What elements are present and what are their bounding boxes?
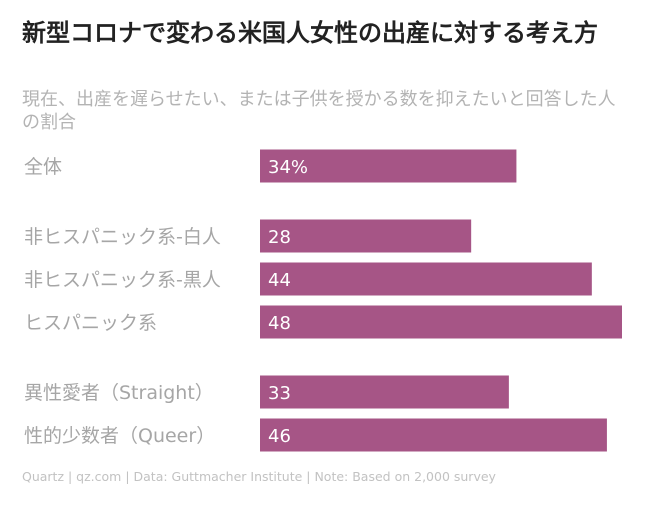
bar-value-label: 48 (268, 313, 291, 334)
category-label: 非ヒスパニック系-黒人 (24, 269, 221, 291)
category-label: 性的少数者（Queer） (24, 425, 215, 447)
bar-value-label: 28 (268, 227, 291, 248)
category-label: ヒスパニック系 (24, 312, 157, 334)
bar-value-label: 46 (268, 426, 291, 447)
bar-value-label: 44 (268, 270, 291, 291)
bar (260, 149, 517, 183)
category-label: 非ヒスパニック系-白人 (24, 226, 221, 248)
source-note: Quartz | qz.com | Data: Guttmacher Insti… (22, 469, 496, 484)
bar-value-label: 33 (268, 383, 291, 404)
bar (260, 305, 622, 339)
bar-value-label: 34% (268, 157, 308, 178)
category-label: 全体 (24, 156, 62, 178)
chart-title: 新型コロナで変わる米国人女性の出産に対する考え方 (22, 19, 598, 47)
bar (260, 375, 509, 409)
bar (260, 418, 607, 452)
category-label: 異性愛者（Straight） (24, 382, 214, 404)
bar (260, 219, 472, 253)
bar (260, 262, 592, 296)
chart-subtitle: 現在、出産を遅らせたい、または子供を授かる数を抑えたいと回答した人の割合 (22, 89, 616, 133)
